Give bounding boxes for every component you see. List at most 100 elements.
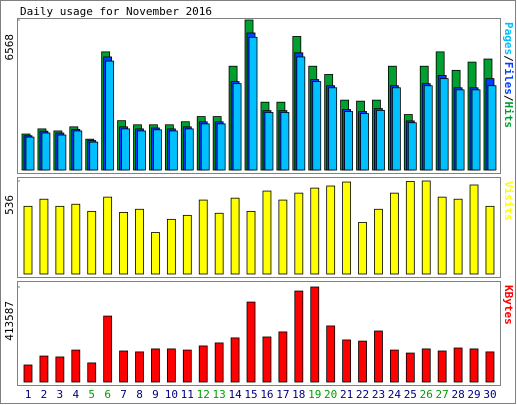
bar (87, 210, 97, 275)
bar (151, 232, 160, 275)
bar (358, 340, 367, 383)
legend-separator: / (502, 55, 515, 62)
bar (280, 112, 290, 171)
bar (39, 198, 49, 275)
bar (119, 212, 128, 275)
x-tick-label: 26 (420, 388, 433, 401)
bar (55, 205, 65, 275)
bar (437, 196, 447, 275)
x-tick-label: 25 (404, 388, 417, 401)
bar (453, 198, 463, 275)
legend-entry: Visits (502, 181, 515, 221)
bar (87, 362, 97, 383)
bar (182, 349, 192, 383)
legend: Visits (502, 181, 515, 221)
bar (485, 205, 495, 275)
bar (294, 192, 304, 275)
bar (39, 355, 49, 383)
panel (17, 281, 501, 386)
bar (310, 187, 320, 275)
bar (389, 349, 399, 383)
bar (57, 134, 67, 171)
x-tick-label: 8 (136, 388, 143, 401)
bar (71, 203, 81, 275)
panel (17, 177, 501, 278)
bar (198, 199, 208, 275)
bar (423, 85, 433, 171)
x-tick-label: 11 (181, 388, 194, 401)
x-tick-label: 23 (372, 388, 385, 401)
x-tick-label: 7 (120, 388, 127, 401)
bar (246, 210, 256, 275)
bar (374, 330, 383, 383)
bar (405, 181, 415, 275)
y-tick-label: 413587 (3, 301, 16, 341)
bar (135, 208, 144, 275)
bar (89, 141, 99, 171)
bar (326, 185, 336, 275)
bar (230, 197, 240, 275)
bar (25, 136, 35, 171)
x-tick-label: 9 (152, 388, 159, 401)
x-tick-label: 14 (228, 388, 242, 401)
bar (358, 222, 367, 275)
bar (137, 130, 146, 171)
bar (342, 339, 352, 383)
bar (262, 190, 272, 275)
bar (326, 325, 336, 383)
bar (421, 180, 431, 275)
bar (105, 60, 115, 171)
bar (168, 130, 178, 171)
bar (198, 345, 208, 383)
bar (389, 192, 399, 275)
y-tick-label: 536 (3, 195, 16, 215)
bar (471, 89, 481, 171)
bar (151, 348, 160, 383)
bar (296, 56, 306, 171)
x-tick-label: 27 (436, 388, 449, 401)
bar (55, 356, 65, 383)
x-tick-label: 28 (451, 388, 464, 401)
bar (294, 290, 304, 383)
bar (278, 331, 288, 383)
bar (200, 123, 210, 171)
x-tick-label: 4 (72, 388, 79, 401)
legend-entry: Pages (502, 22, 515, 55)
bar (487, 85, 497, 171)
bar (182, 214, 192, 275)
bar (469, 348, 479, 383)
bar (310, 286, 320, 383)
x-tick-label: 1 (25, 388, 32, 401)
x-tick-label: 20 (324, 388, 337, 401)
bar (73, 130, 83, 171)
bar (166, 218, 176, 275)
bar (328, 87, 338, 171)
x-tick-label: 3 (57, 388, 64, 401)
bar (230, 337, 240, 383)
bar (214, 342, 224, 383)
bar (214, 212, 224, 275)
bar (232, 83, 242, 171)
bar (248, 36, 258, 171)
bar (41, 132, 51, 171)
bar (121, 128, 130, 171)
bar (437, 350, 447, 383)
x-tick-label: 12 (197, 388, 210, 401)
x-tick-label: 24 (388, 388, 402, 401)
x-tick-label: 30 (483, 388, 496, 401)
bar (469, 184, 479, 275)
bar (216, 123, 226, 171)
bar (312, 81, 322, 171)
bar (485, 351, 495, 383)
bar (23, 205, 33, 275)
bar (23, 364, 33, 383)
bar (374, 208, 383, 275)
bar (344, 111, 354, 171)
bar (407, 122, 417, 171)
legend-entry: Hits (502, 102, 515, 129)
legend: Pages/Files/Hits (502, 22, 515, 128)
bar (360, 113, 369, 171)
bar (278, 199, 288, 275)
chart-title: Daily usage for November 2016 (20, 5, 212, 18)
